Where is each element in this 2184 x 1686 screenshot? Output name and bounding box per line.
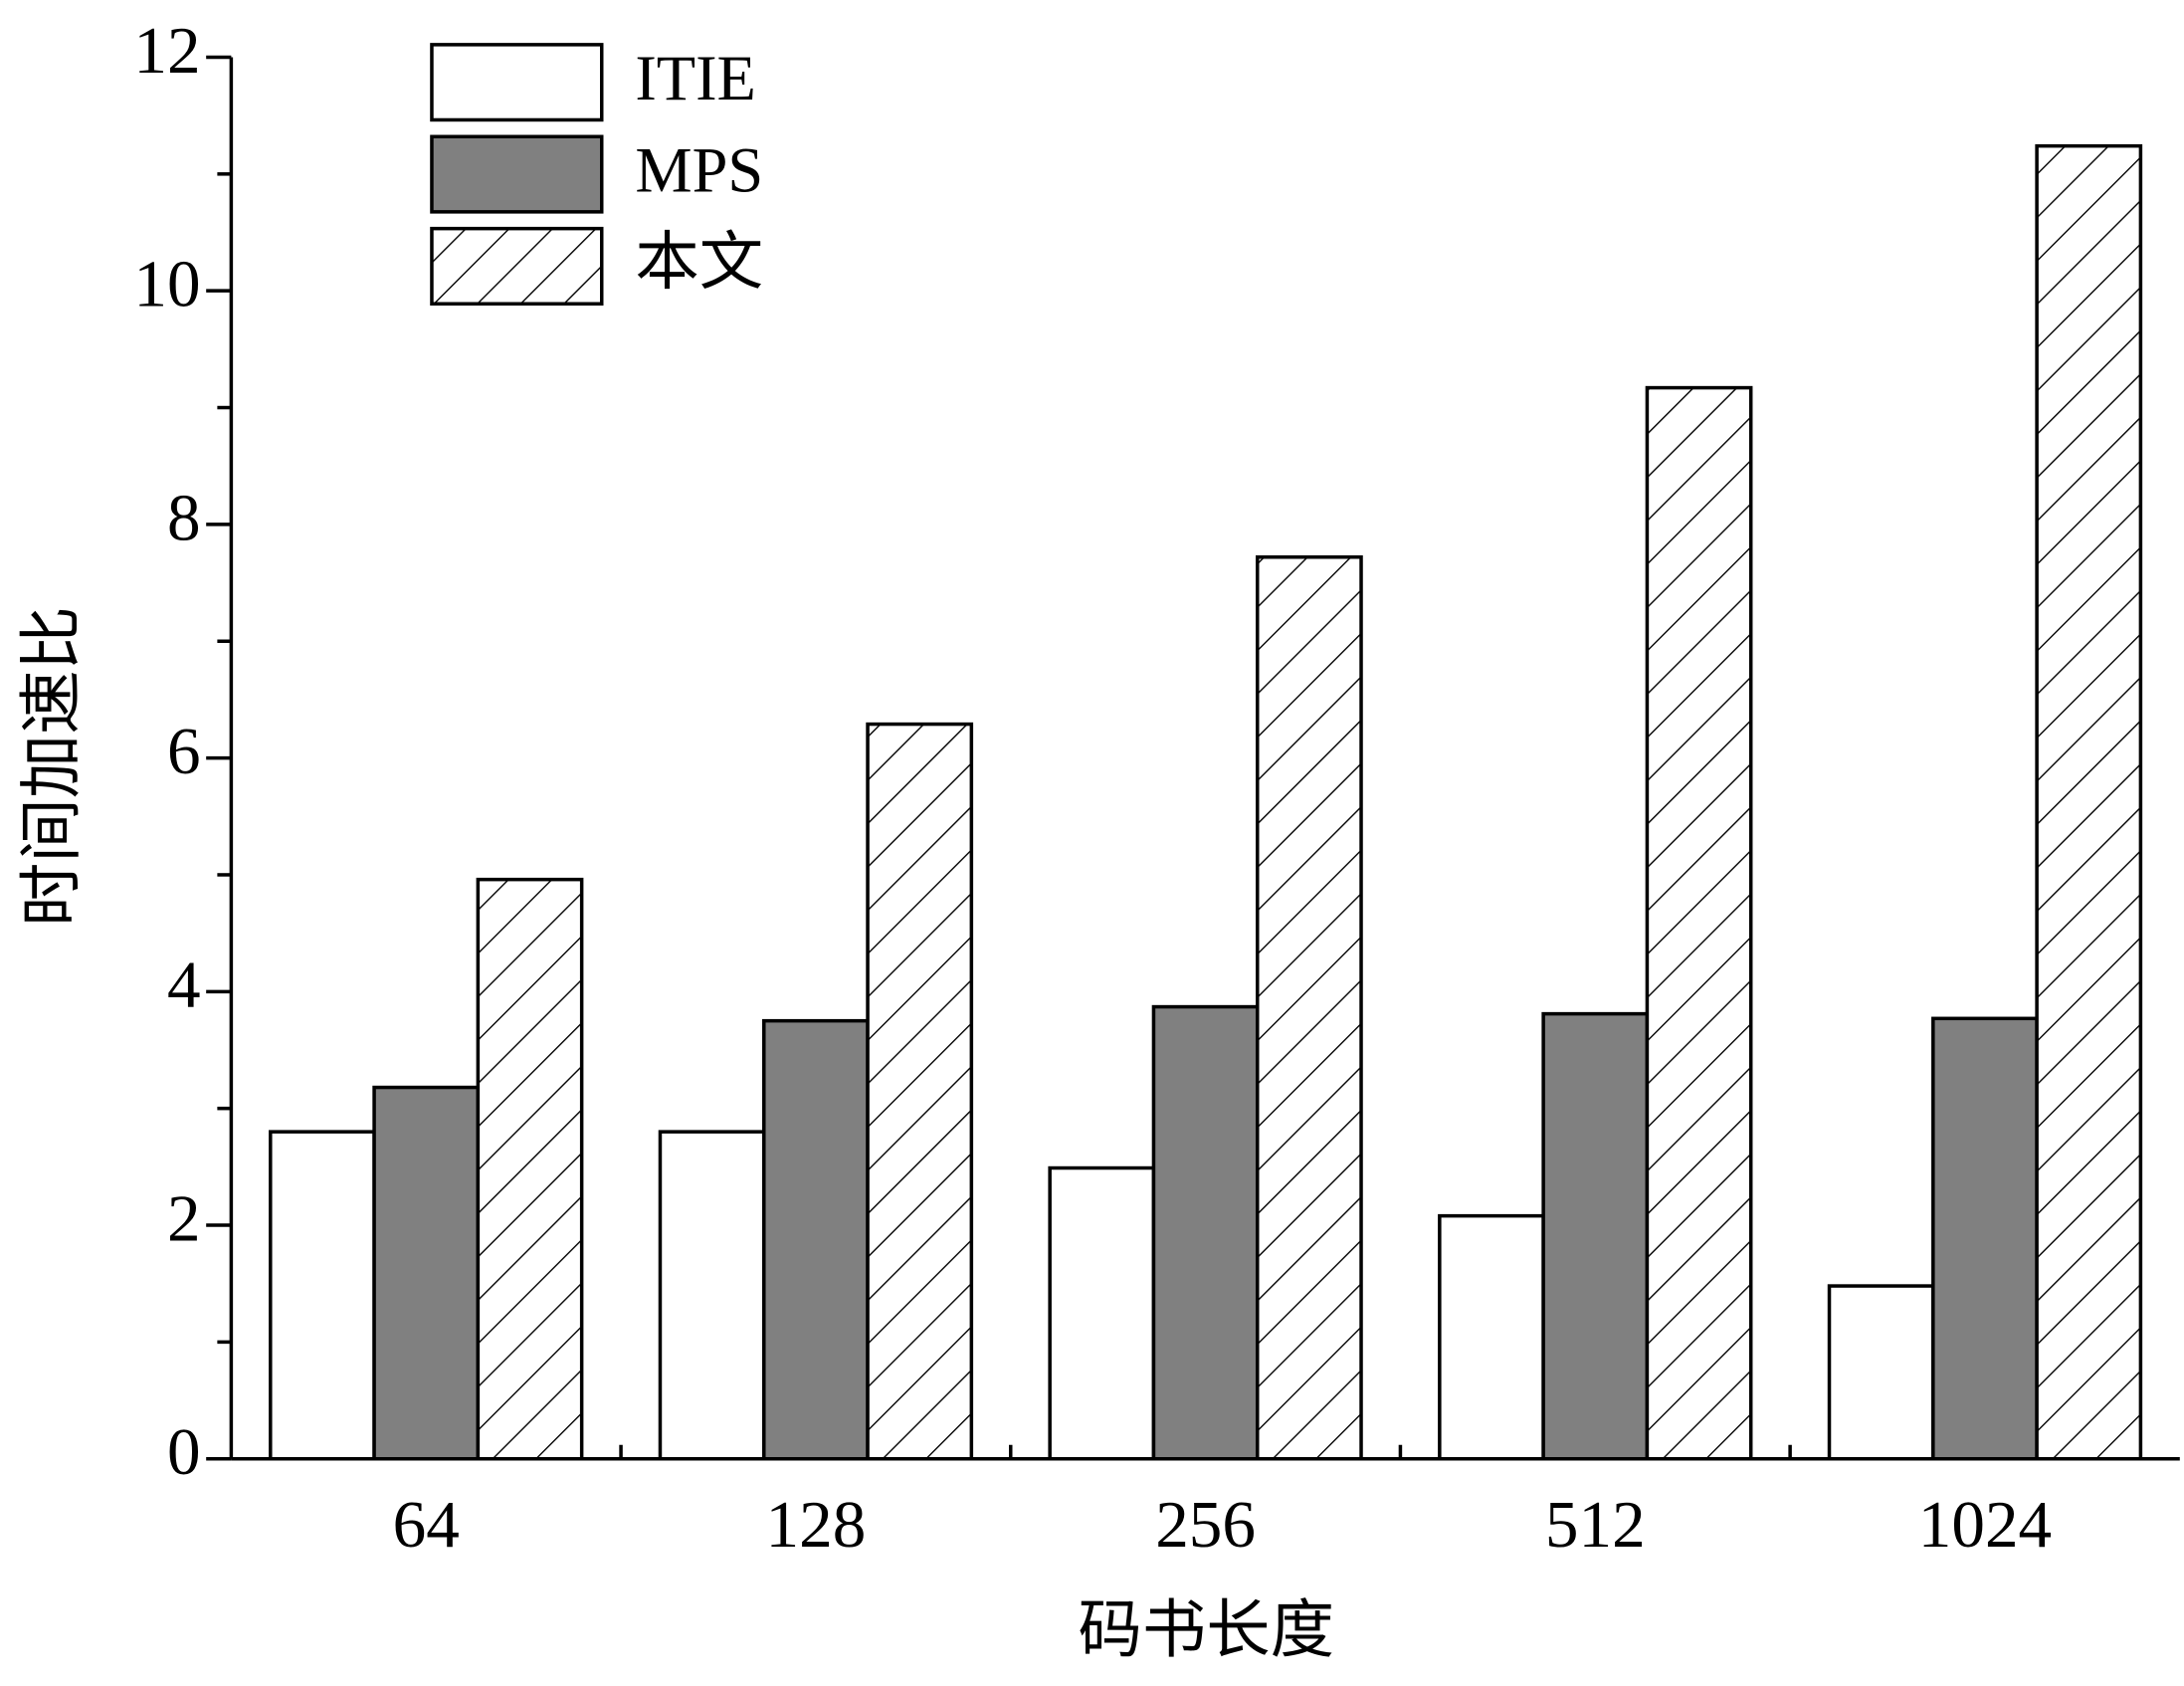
x-tick-label: 512 <box>1545 1487 1646 1562</box>
bar <box>372 1085 481 1461</box>
y-tick-label: 2 <box>167 1180 201 1255</box>
y-tick-label: 8 <box>167 480 201 554</box>
bar <box>1255 555 1363 1461</box>
x-tick-label: 1024 <box>1918 1487 2052 1562</box>
x-axis-title: 码书长度 <box>1079 1595 1335 1666</box>
bar <box>658 1130 766 1461</box>
y-axis-title: 时间加速比 <box>17 606 88 927</box>
legend-label: ITIE <box>635 43 756 113</box>
bar <box>476 877 584 1461</box>
bar <box>1827 1284 1935 1461</box>
bar <box>1048 1165 1156 1461</box>
legend-swatch <box>430 134 604 214</box>
bar <box>1438 1213 1545 1461</box>
legend-swatch <box>430 226 604 306</box>
bar <box>2035 143 2143 1461</box>
y-tick-label: 4 <box>167 948 201 1022</box>
bar <box>866 722 974 1461</box>
bar <box>1151 1004 1260 1461</box>
x-tick-label: 128 <box>766 1487 867 1562</box>
bar <box>762 1018 870 1461</box>
x-tick-label: 64 <box>393 1487 460 1562</box>
legend-label: 本文 <box>635 227 763 298</box>
x-tick-label: 256 <box>1155 1487 1256 1562</box>
bar <box>1645 385 1753 1461</box>
legend-swatch <box>430 43 604 122</box>
y-tick-label: 12 <box>133 13 200 88</box>
bar <box>1931 1016 2039 1461</box>
y-tick-label: 6 <box>167 714 201 788</box>
y-tick-label: 10 <box>133 247 200 321</box>
bar <box>269 1130 376 1461</box>
legend-label: MPS <box>635 135 763 206</box>
bar <box>1541 1011 1650 1461</box>
y-tick-label: 0 <box>167 1414 201 1489</box>
